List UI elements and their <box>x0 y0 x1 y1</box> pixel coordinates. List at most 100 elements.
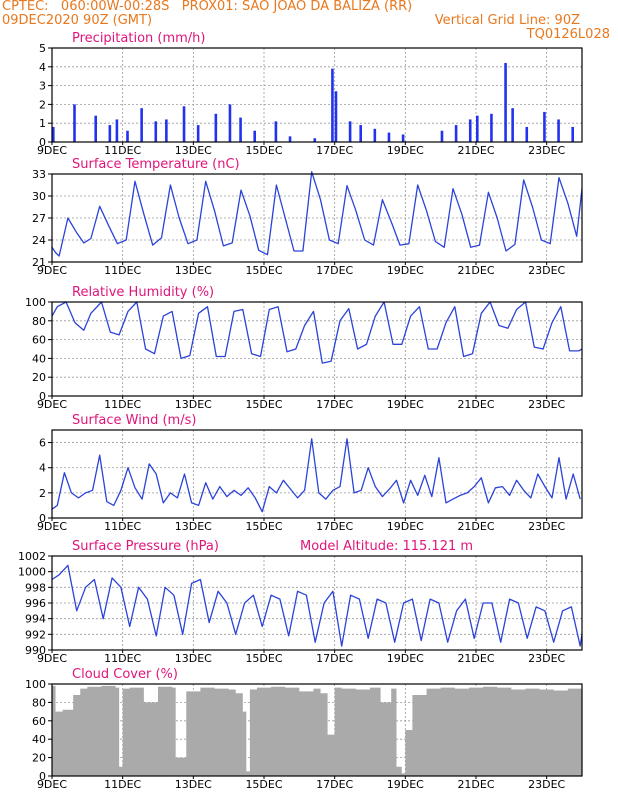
precip-bar <box>543 111 546 142</box>
y-tick-label: 20 <box>32 371 46 384</box>
x-tick-label: 11DEC <box>104 264 141 277</box>
y-tick-label: 27 <box>32 212 46 225</box>
precip-bar <box>331 68 334 142</box>
precip-bar <box>454 125 458 142</box>
x-tick-label: 19DEC <box>387 398 424 411</box>
precip-bar <box>348 121 352 142</box>
precip-bar <box>440 130 444 142</box>
x-tick-label: 17DEC <box>316 144 353 157</box>
y-tick-label: 21 <box>32 256 46 269</box>
x-tick-label: 21DEC <box>457 520 494 533</box>
precip-bar <box>504 63 507 142</box>
precip-bar <box>288 136 292 142</box>
precip-bar <box>557 119 560 142</box>
location-line: CPTEC: 060:00W-00:28S PROX01: SAO JOAO D… <box>2 0 413 14</box>
x-tick-label: 21DEC <box>457 398 494 411</box>
panel-frame <box>51 47 583 143</box>
precip-bar <box>73 104 76 142</box>
precipitation-panel: 0 1 2 3 4 5 9DEC 11DEC 13DEC 15DEC 17DEC 19DEC 21DEC… <box>37 31 583 157</box>
y-tick-label: 100 <box>25 678 46 691</box>
y-tick-label: 2 <box>39 98 46 111</box>
x-tick-label: 15DEC <box>245 520 282 533</box>
precip-bar <box>94 115 97 142</box>
x-tick-label: 11DEC <box>104 398 141 411</box>
pressure-line <box>51 564 583 647</box>
x-tick-label: 9DEC <box>37 778 67 791</box>
precip-bar <box>313 138 317 142</box>
wind-title: Surface Wind (m/s) <box>72 413 196 428</box>
y-tick-label: 0 <box>39 136 46 149</box>
x-tick-label: 9DEC <box>37 398 67 411</box>
grid-line-info: Vertical Grid Line: 90Z <box>434 13 580 28</box>
y-tick-label: 80 <box>32 696 46 709</box>
x-tick-label: 23DEC <box>528 520 565 533</box>
wind-panel: 0 2 4 6 9DEC 11DEC 13DEC 15DEC 17DEC 19DEC 21DEC 23… <box>37 413 583 533</box>
x-tick-label: 17DEC <box>316 520 353 533</box>
wind-line <box>51 438 581 513</box>
y-tick-label: 990 <box>25 644 46 657</box>
x-tick-label: 21DEC <box>457 778 494 791</box>
precip-bar <box>253 130 256 142</box>
y-tick-label: 100 <box>25 296 46 309</box>
cloud-cover-area <box>52 685 582 776</box>
temperature-line <box>51 171 583 257</box>
x-tick-label: 13DEC <box>175 778 212 791</box>
x-tick-label: 17DEC <box>316 264 353 277</box>
precip-bar <box>154 121 158 142</box>
x-tick-label: 11DEC <box>104 652 141 665</box>
humidity-line <box>51 301 583 364</box>
y-tick-label: 4 <box>39 61 46 74</box>
pressure-title: Surface Pressure (hPa) <box>72 539 219 554</box>
y-tick-label: 1000 <box>18 566 46 579</box>
model-altitude-label: Model Altitude: 115.121 m <box>300 539 473 554</box>
x-tick-label: 23DEC <box>528 652 565 665</box>
x-tick-label: 9DEC <box>37 144 67 157</box>
panel-frame <box>51 173 583 263</box>
x-tick-label: 13DEC <box>175 144 212 157</box>
y-tick-label: 1002 <box>18 550 46 563</box>
precip-bar <box>274 121 278 142</box>
x-tick-label: 15DEC <box>245 398 282 411</box>
precip-bar <box>52 126 55 142</box>
y-tick-label: 40 <box>32 733 46 746</box>
precip-bar <box>228 104 232 142</box>
y-tick-label: 3 <box>39 80 46 93</box>
y-tick-label: 33 <box>32 168 46 181</box>
y-tick-label: 992 <box>25 628 46 641</box>
x-tick-label: 19DEC <box>387 652 424 665</box>
y-tick-label: 24 <box>32 234 46 247</box>
precip-bar <box>140 108 143 142</box>
y-tick-label: 2 <box>39 487 46 500</box>
x-tick-label: 9DEC <box>37 520 67 533</box>
temperature-panel: 21 24 27 30 33 9DEC 11DEC 13DEC 15DEC 17DEC 19DEC 2… <box>32 157 583 277</box>
precip-bar <box>214 113 218 142</box>
panel-frame <box>51 301 583 397</box>
chart-header: CPTEC: 060:00W-00:28S PROX01: SAO JOAO D… <box>0 0 618 48</box>
precip-bar <box>108 125 112 142</box>
precip-bar <box>182 106 186 142</box>
y-tick-label: 1 <box>39 117 46 130</box>
panel-frame <box>51 555 583 651</box>
x-tick-label: 9DEC <box>37 264 67 277</box>
cloud-title: Cloud Cover (%) <box>72 667 178 682</box>
panel-frame <box>51 683 583 777</box>
y-tick-label: 0 <box>39 390 46 403</box>
x-tick-label: 21DEC <box>457 652 494 665</box>
precip-bar <box>334 91 338 142</box>
x-tick-label: 23DEC <box>528 398 565 411</box>
x-tick-label: 9DEC <box>37 652 67 665</box>
precip-bar <box>196 125 200 142</box>
y-tick-label: 20 <box>32 752 46 765</box>
precipitation-title: Precipitation (mm/h) <box>72 31 205 46</box>
x-tick-label: 17DEC <box>316 652 353 665</box>
x-tick-label: 11DEC <box>104 144 141 157</box>
humidity-panel: 0 20 40 60 80 100 9DEC 11DEC 13DEC 15DEC 17DEC 19DE… <box>25 285 583 411</box>
precip-bar <box>373 128 377 142</box>
precip-bar <box>126 130 129 142</box>
x-tick-label: 19DEC <box>387 778 424 791</box>
x-tick-label: 19DEC <box>387 264 424 277</box>
precip-bar <box>490 113 493 142</box>
run-date: 09DEC2020 90Z (GMT) <box>2 13 153 28</box>
precip-bar <box>165 119 168 142</box>
